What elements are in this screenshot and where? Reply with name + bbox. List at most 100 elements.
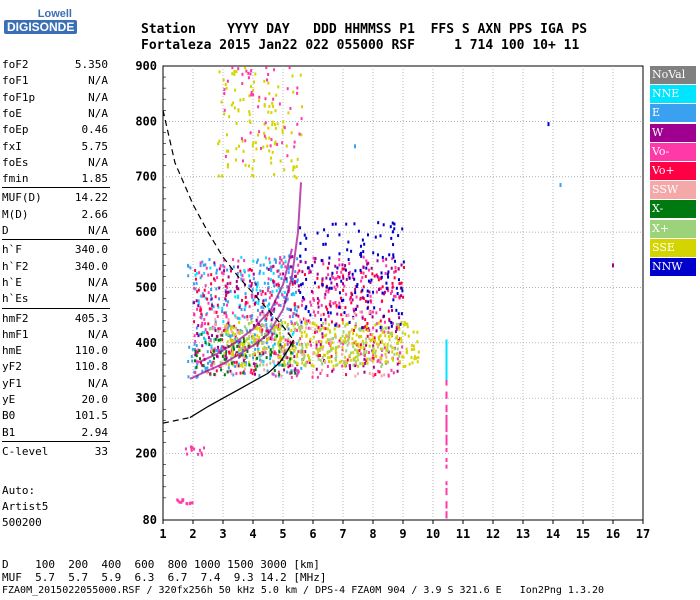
echo-point	[267, 307, 270, 311]
echo-point	[373, 340, 376, 344]
echo-point	[300, 334, 303, 338]
x-tick-label: 9	[399, 527, 406, 541]
echo-point	[227, 366, 230, 370]
legend-entry: W	[650, 123, 696, 142]
echo-point	[213, 261, 216, 265]
echo-point	[237, 295, 240, 299]
echo-point	[340, 359, 343, 363]
echo-point	[314, 328, 317, 332]
echo-point	[262, 271, 265, 275]
echo-point	[328, 356, 331, 360]
echo-point	[343, 364, 346, 368]
echo-point	[287, 265, 290, 269]
echo-point	[201, 292, 204, 296]
param-row: D N/A	[2, 224, 108, 240]
echo-point	[306, 322, 309, 326]
echo-point	[290, 375, 293, 379]
echo-point	[354, 361, 357, 365]
echo-point	[181, 498, 184, 502]
echo-point	[342, 274, 345, 278]
echo-point	[260, 146, 263, 150]
echo-point	[354, 322, 357, 326]
echo-point	[265, 356, 268, 360]
echo-point	[332, 364, 335, 368]
echo-point	[361, 276, 364, 280]
param-key: hmF2	[2, 311, 29, 325]
echo-point	[309, 300, 312, 304]
echo-point	[244, 352, 247, 356]
echo-point	[398, 296, 401, 300]
echo-point	[380, 271, 383, 275]
echo-point	[393, 227, 396, 231]
echo-point	[272, 271, 275, 275]
echo-point	[265, 66, 268, 70]
echo-point	[282, 349, 285, 353]
echo-point	[411, 361, 414, 365]
param-row: yF1 N/A	[2, 377, 108, 393]
echo-point	[268, 257, 271, 261]
echo-point	[251, 314, 254, 318]
echo-point	[317, 285, 320, 289]
echo-point	[298, 269, 301, 273]
echo-point	[374, 372, 377, 376]
echo-point	[291, 74, 294, 78]
echo-point	[229, 269, 232, 273]
echo-point	[335, 304, 338, 308]
echo-point	[249, 279, 252, 283]
echo-point	[254, 301, 257, 305]
echo-point	[257, 341, 260, 345]
echo-point	[273, 363, 276, 367]
echo-point	[252, 334, 255, 338]
echo-point	[317, 347, 320, 351]
echo-point	[239, 329, 242, 333]
echo-point	[204, 263, 207, 267]
echo-point	[376, 259, 379, 263]
echo-point	[232, 265, 235, 269]
echo-point	[295, 313, 298, 317]
echo-point	[360, 334, 363, 338]
echo-point	[353, 277, 356, 281]
echo-point	[315, 353, 318, 357]
echo-point	[395, 336, 398, 340]
echo-point	[354, 374, 357, 378]
echo-point	[325, 289, 328, 293]
echo-point	[393, 352, 396, 356]
echo-point	[224, 354, 227, 358]
echo-point	[225, 326, 228, 330]
echo-point	[230, 372, 233, 376]
echo-point	[237, 341, 240, 345]
echo-point	[252, 356, 255, 360]
echo-point	[374, 235, 377, 239]
echo-point	[204, 328, 207, 332]
isolated-echo	[547, 122, 550, 127]
echo-point	[285, 348, 288, 352]
echo-point	[390, 304, 393, 308]
echo-point	[199, 264, 202, 268]
echo-point	[232, 360, 235, 364]
echo-point	[279, 256, 282, 260]
echo-point	[321, 335, 324, 339]
echo-point	[349, 351, 352, 355]
echo-point	[396, 369, 399, 373]
echo-point	[249, 364, 252, 368]
echo-point	[198, 271, 201, 275]
echo-column-point	[445, 457, 448, 462]
echo-point	[334, 349, 337, 353]
echo-point	[248, 94, 251, 98]
echo-point	[201, 369, 204, 373]
echo-point	[335, 363, 338, 367]
echo-point	[326, 364, 329, 368]
echo-point	[221, 333, 224, 337]
echo-point	[381, 327, 384, 331]
echo-point	[264, 97, 267, 101]
echo-point	[213, 263, 216, 267]
echo-point	[223, 108, 226, 112]
echo-point	[327, 311, 330, 315]
echo-point	[242, 278, 245, 282]
echo-column-point	[445, 421, 448, 426]
echo-point	[283, 295, 286, 299]
echo-point	[263, 131, 266, 135]
echo-point	[226, 340, 229, 344]
echo-point	[377, 358, 380, 362]
echo-point	[244, 354, 247, 358]
